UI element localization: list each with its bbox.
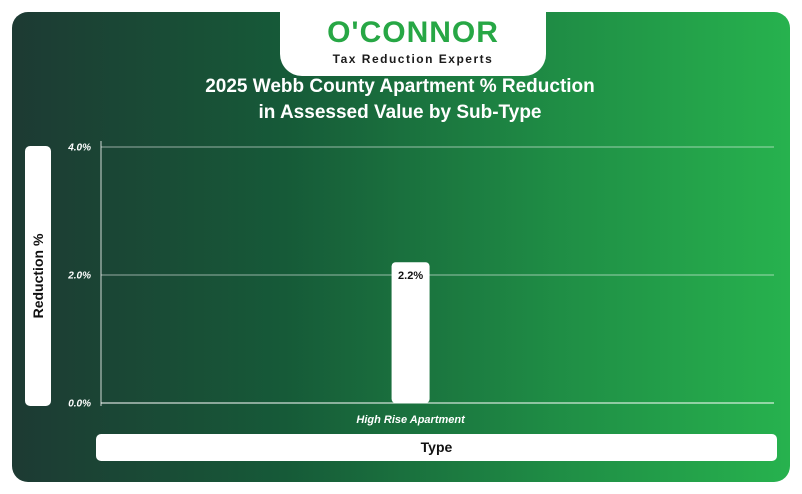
logo: O'CONNOR Tax Reduction Experts <box>280 12 546 76</box>
y-axis-label-box: Reduction % <box>25 146 51 406</box>
chart-title-line2: in Assessed Value by Sub-Type <box>258 102 542 123</box>
bar <box>391 262 430 403</box>
logo-tagline: Tax Reduction Experts <box>332 52 494 66</box>
chart-panel: O'CONNOR Tax Reduction Experts <box>12 12 790 482</box>
logo-name: O'CONNOR <box>327 16 499 49</box>
y-tick-label: 2.0% <box>67 271 91 282</box>
data-label: 2.2% <box>398 270 423 282</box>
x-tick-label: High Rise Apartment <box>356 414 466 426</box>
y-tick-label: 4.0% <box>67 143 91 154</box>
x-axis-label: Type <box>96 434 777 461</box>
chart-title-line1: 2025 Webb County Apartment % Reduction <box>205 76 595 97</box>
y-tick-label: 0.0% <box>68 399 91 410</box>
